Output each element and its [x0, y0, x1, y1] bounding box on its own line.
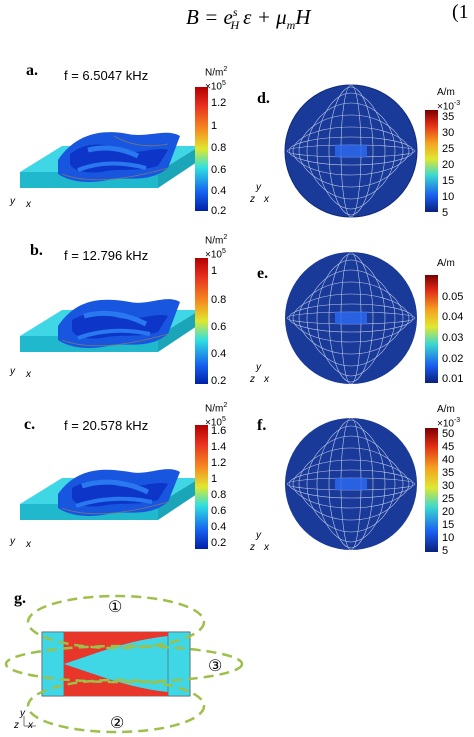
region-1-label: ①: [108, 599, 123, 616]
equation: B = esH ε + μmH: [186, 5, 311, 33]
colorbar-a: [195, 87, 208, 211]
tick-e: 0.01: [442, 373, 464, 385]
colorbar-unit-e: A/m: [437, 258, 455, 269]
tick-f: 30: [442, 480, 455, 492]
colorbar-unit-a: N/m2 ×105: [205, 66, 228, 93]
colorbar-e: [425, 275, 438, 383]
colorbar-f: [425, 428, 438, 552]
tick-c: 0.8: [211, 489, 227, 501]
tick-c: 1.4: [211, 441, 227, 453]
tick-c: 1: [211, 473, 218, 485]
tick-d: 25: [442, 143, 455, 155]
tick-b: 0.8: [211, 294, 227, 306]
field-map-d: [284, 84, 418, 218]
tick-b: 0.4: [211, 348, 227, 360]
frequency-c: f = 20.578 kHz: [64, 418, 149, 433]
tick-f: 15: [442, 519, 455, 531]
region-3-label: ③: [208, 658, 223, 675]
tick-b: 0.2: [211, 375, 227, 387]
tick-a: 0.6: [211, 164, 227, 176]
tick-d: 35: [442, 111, 455, 123]
plate-a: [20, 132, 200, 188]
panel-label-c: c.: [24, 416, 36, 433]
tick-c: 0.6: [211, 505, 227, 517]
tick-c: 0.2: [211, 537, 227, 549]
frequency-a: f = 6.5047 kHz: [64, 68, 149, 83]
region-diagram-g: [4, 594, 244, 734]
tick-f: 25: [442, 493, 455, 505]
plate-c: [20, 469, 200, 520]
tick-d: 15: [442, 175, 455, 187]
frequency-b: f = 12.796 kHz: [64, 248, 149, 263]
tick-e: 0.05: [442, 291, 464, 303]
plate-b: [20, 299, 200, 352]
tick-c: 0.4: [211, 521, 227, 533]
tick-d: 20: [442, 159, 455, 171]
tick-d: 30: [442, 127, 455, 139]
field-map-e: [285, 251, 417, 385]
equation-number: (1: [452, 1, 469, 23]
panel-label-f: f.: [257, 417, 267, 434]
panel-label-a: a.: [26, 62, 38, 79]
tick-c: 1.6: [211, 425, 227, 437]
tick-a: 1.2: [211, 97, 227, 109]
tick-d: 5: [442, 207, 449, 219]
colorbar-unit-f: A/m ×10-3: [437, 404, 461, 430]
panel-label-g: g.: [14, 590, 26, 607]
panel-label-d: d.: [257, 90, 270, 107]
tick-b: 0.6: [211, 321, 227, 333]
colorbar-d: [425, 110, 438, 212]
tick-f: 10: [442, 532, 455, 544]
tick-e: 0.02: [442, 353, 464, 365]
tick-f: 35: [442, 467, 455, 479]
tick-f: 45: [442, 441, 455, 453]
tick-e: 0.03: [442, 332, 464, 344]
colorbar-c: [195, 425, 208, 549]
field-map-f: [285, 417, 417, 551]
tick-f: 5: [442, 545, 449, 557]
tick-a: 0.8: [211, 142, 227, 154]
colorbar-unit-d: A/m ×10-3: [437, 87, 461, 113]
tick-a: 1: [211, 120, 218, 132]
tick-a: 0.2: [211, 205, 227, 217]
tick-b: 1: [211, 265, 218, 277]
panel-label-e: e.: [257, 265, 269, 282]
region-2-label: ②: [110, 715, 125, 732]
tick-f: 20: [442, 506, 455, 518]
panel-label-b: b.: [30, 242, 43, 259]
tick-f: 40: [442, 454, 455, 466]
tick-c: 1.2: [211, 457, 227, 469]
tick-e: 0.04: [442, 311, 464, 323]
tick-a: 0.4: [211, 185, 227, 197]
colorbar-unit-c: N/m2 ×105: [205, 402, 228, 429]
tick-d: 10: [442, 191, 455, 203]
colorbar-b: [195, 258, 208, 384]
colorbar-unit-b: N/m2 ×105: [205, 234, 228, 261]
tick-f: 50: [442, 428, 455, 440]
